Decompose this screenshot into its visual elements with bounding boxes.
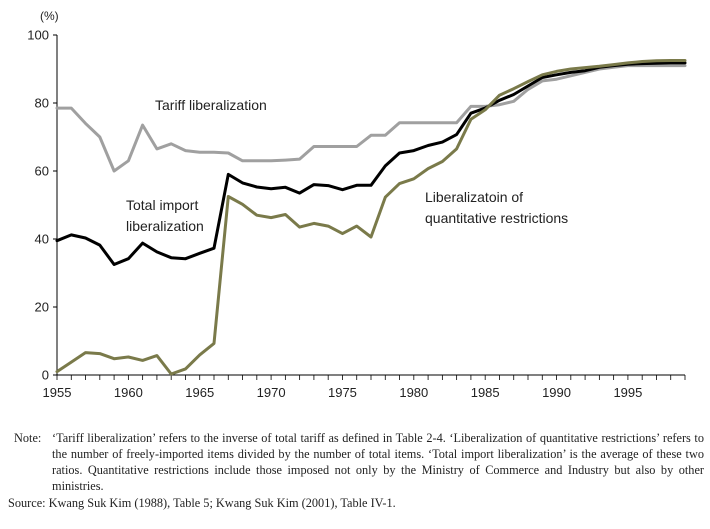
series-annotations: Tariff liberalization Total import liber…	[126, 97, 568, 234]
x-tick-label: 1975	[328, 385, 357, 400]
note-row: Note: ‘Tariff liberalization’ refers to …	[8, 430, 704, 494]
y-tick-label: 0	[42, 368, 49, 383]
y-tick-label: 20	[35, 300, 49, 315]
annotation-tariff-liberalization: Tariff liberalization	[155, 97, 267, 113]
y-tick-label: 100	[27, 28, 49, 43]
x-tick-label: 1970	[257, 385, 286, 400]
annotation-total-import-line1: Total import	[126, 197, 198, 213]
x-tick-label: 1985	[471, 385, 500, 400]
source-text: Source: Kwang Suk Kim (1988), Table 5; K…	[8, 496, 396, 510]
annotation-quantitative-line2: quantitative restrictions	[425, 210, 568, 226]
series-layer	[55, 59, 687, 376]
series-line-liberalizatoin-of-quantitative-restrictions	[55, 59, 687, 376]
x-tick-label: 1960	[114, 385, 143, 400]
annotation-quantitative-line1: Liberalizatoin of	[425, 189, 523, 205]
x-tick-label: 1955	[43, 385, 72, 400]
annotation-total-import-line2: liberalization	[126, 218, 204, 234]
x-tick-label: 1990	[542, 385, 571, 400]
y-tick-label: 80	[35, 96, 49, 111]
x-tick-label: 1980	[399, 385, 428, 400]
x-tick-label: 1965	[185, 385, 214, 400]
line-chart: (%) 0 20 40 60 80 100 1955 1960 1965 1970 1975 1980…	[27, 9, 687, 400]
series-line-tariff-liberalization	[55, 64, 687, 173]
series-line-total-import-liberalization	[55, 61, 687, 266]
note-label: Note:	[14, 431, 42, 445]
y-tick-label: 40	[35, 232, 49, 247]
axes: 0 20 40 60 80 100 1955 1960 1965 1970 1975 1980 1985…	[27, 28, 686, 400]
x-tick-label: 1995	[613, 385, 642, 400]
chart-notes: Note: ‘Tariff liberalization’ refers to …	[8, 430, 704, 511]
y-axis-unit-label: (%)	[40, 9, 59, 23]
y-tick-label: 60	[35, 164, 49, 179]
note-text: ‘Tariff liberalization’ refers to the in…	[52, 431, 704, 493]
